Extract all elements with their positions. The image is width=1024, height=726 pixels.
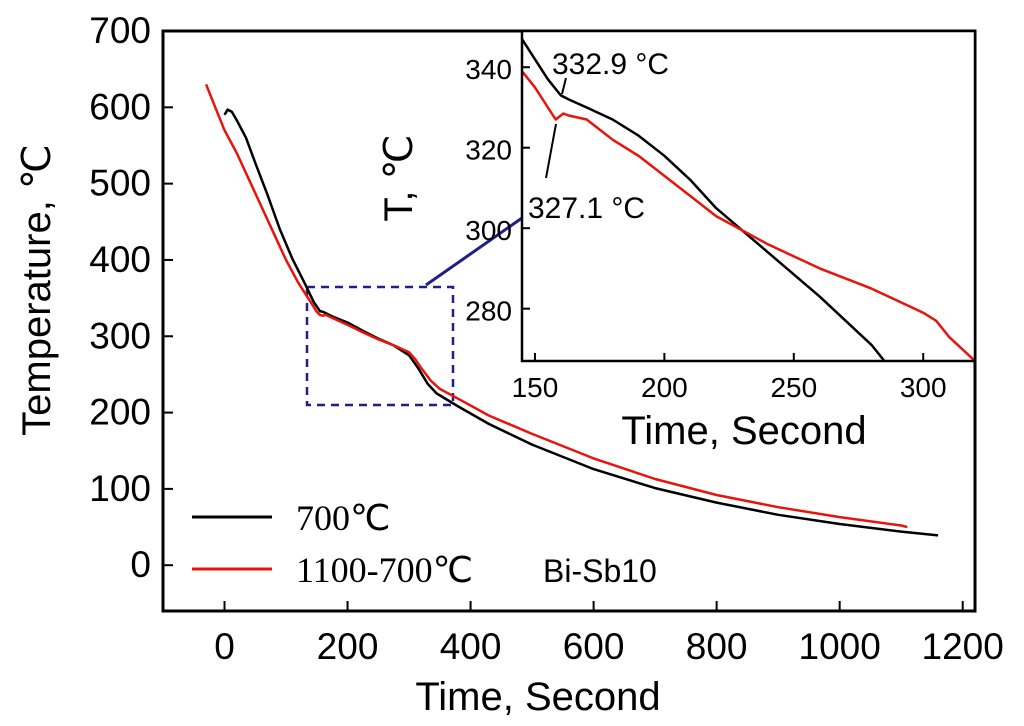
main-x-tick-label: 1200 xyxy=(922,626,1004,667)
main-series-line-1 xyxy=(204,83,908,529)
legend-label-1100-700: 1100-700℃ xyxy=(296,550,473,590)
zoom-region-box xyxy=(305,285,455,407)
inset-x-tick-label: 150 xyxy=(512,372,559,403)
main-y-tick-label: 400 xyxy=(89,239,151,280)
inset-y-axis-title: T, ℃ xyxy=(377,134,421,221)
zoom-connector-line xyxy=(425,216,523,287)
main-x-tick-label: 1000 xyxy=(799,626,881,667)
inset-series-line-0 xyxy=(522,38,887,361)
main-y-axis: 0 100 200 300 400 500 600 700 xyxy=(89,10,173,585)
inset-y-tick-label: 320 xyxy=(465,135,512,166)
main-y-tick-label: 100 xyxy=(89,468,151,509)
inset-y-tick-label: 280 xyxy=(465,296,512,327)
main-y-tick-label: 700 xyxy=(89,10,151,51)
inset-y-axis: 280 300 320 340 xyxy=(465,54,530,327)
alloy-label: Bi-Sb10 xyxy=(543,553,657,589)
inset-x-axis-title: Time, Second xyxy=(621,409,866,453)
main-y-tick-label: 500 xyxy=(89,163,151,204)
main-x-tick-label: 800 xyxy=(686,626,748,667)
main-x-tick-label: 600 xyxy=(563,626,625,667)
legend-label-700: 700℃ xyxy=(296,498,390,538)
main-x-axis: 0 200 400 600 800 1000 1200 xyxy=(214,601,1004,667)
inset-chart: 150 200 250 300 280 300 320 340 Time, Second T… xyxy=(377,29,977,453)
main-y-axis-title: Temperature, ℃ xyxy=(15,144,59,436)
annotation-pointer-327 xyxy=(545,123,557,179)
annotation-pointer-332 xyxy=(561,77,567,95)
inset-y-tick-label: 340 xyxy=(465,54,512,85)
main-y-tick-label: 200 xyxy=(89,392,151,433)
inset-series-group xyxy=(522,38,975,361)
annotation-332: 332.9 °C xyxy=(552,48,669,81)
main-chart: 0 200 400 600 800 1000 1200 0 100 200 300 400 500 60… xyxy=(15,10,1004,719)
main-y-tick-label: 0 xyxy=(130,544,151,585)
inset-series-line-1 xyxy=(522,70,975,361)
main-series-group xyxy=(204,83,939,537)
inset-plot-frame xyxy=(520,29,977,363)
main-y-tick-label: 600 xyxy=(89,86,151,127)
main-x-axis-title: Time, Second xyxy=(415,675,660,719)
inset-x-tick-label: 250 xyxy=(770,372,817,403)
main-x-tick-label: 0 xyxy=(214,626,235,667)
inset-x-tick-label: 200 xyxy=(641,372,688,403)
inset-y-tick-label: 300 xyxy=(465,215,512,246)
main-y-tick-label: 300 xyxy=(89,315,151,356)
main-x-tick-label: 400 xyxy=(440,626,502,667)
inset-x-axis: 150 200 250 300 xyxy=(512,353,947,403)
inset-plot-background xyxy=(522,31,975,361)
main-x-tick-label: 200 xyxy=(317,626,379,667)
legend: 700℃ 1100-700℃ Bi-Sb10 xyxy=(192,498,657,590)
annotation-327: 327.1 °C xyxy=(528,192,645,225)
inset-x-tick-label: 300 xyxy=(900,372,947,403)
